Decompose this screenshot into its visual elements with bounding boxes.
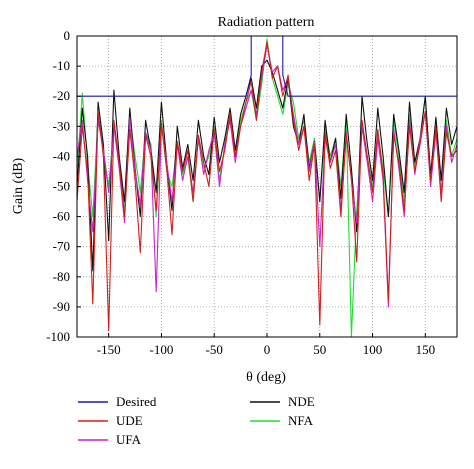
y-axis-title: Gain (dB) — [11, 157, 26, 214]
x-tick-label: 0 — [264, 342, 271, 357]
legend-label-desired: Desired — [116, 394, 157, 409]
ticks: -150 -100 -50 0 50 100 150 0 -10 -20 -30 -40 -50 -60 -… — [46, 28, 435, 357]
legend: Desired UDE UFA NDE NFA — [78, 394, 315, 447]
series-layer — [77, 36, 457, 337]
y-tick-label: -70 — [53, 239, 70, 254]
y-tick-label: -30 — [53, 118, 70, 133]
y-tick-label: -40 — [53, 148, 70, 163]
x-tick-label: -50 — [206, 342, 223, 357]
series-line-ude — [77, 41, 457, 332]
series-line-desired — [77, 36, 457, 97]
series-line-nfa — [77, 38, 457, 337]
x-tick-label: -150 — [97, 342, 121, 357]
y-tick-label: -20 — [53, 88, 70, 103]
y-tick-label: -60 — [53, 209, 70, 224]
legend-label-ufa: UFA — [116, 432, 142, 447]
x-axis-title: θ (deg) — [246, 370, 286, 385]
x-tick-label: -100 — [150, 342, 174, 357]
y-tick-label: -80 — [53, 269, 70, 284]
legend-label-nfa: NFA — [288, 413, 314, 428]
y-tick-label: -50 — [53, 179, 70, 194]
y-tick-label: -100 — [46, 329, 70, 344]
y-tick-label: -90 — [53, 299, 70, 314]
x-tick-label: 150 — [416, 342, 436, 357]
legend-label-nde: NDE — [288, 394, 315, 409]
x-tick-label: 50 — [313, 342, 326, 357]
chart-title: Radiation pattern — [218, 15, 315, 30]
x-tick-label: 100 — [363, 342, 383, 357]
y-tick-label: 0 — [64, 28, 71, 43]
grid — [77, 35, 457, 338]
legend-label-ude: UDE — [116, 413, 143, 428]
y-tick-label: -10 — [53, 58, 70, 73]
series-line-nde — [77, 59, 457, 272]
